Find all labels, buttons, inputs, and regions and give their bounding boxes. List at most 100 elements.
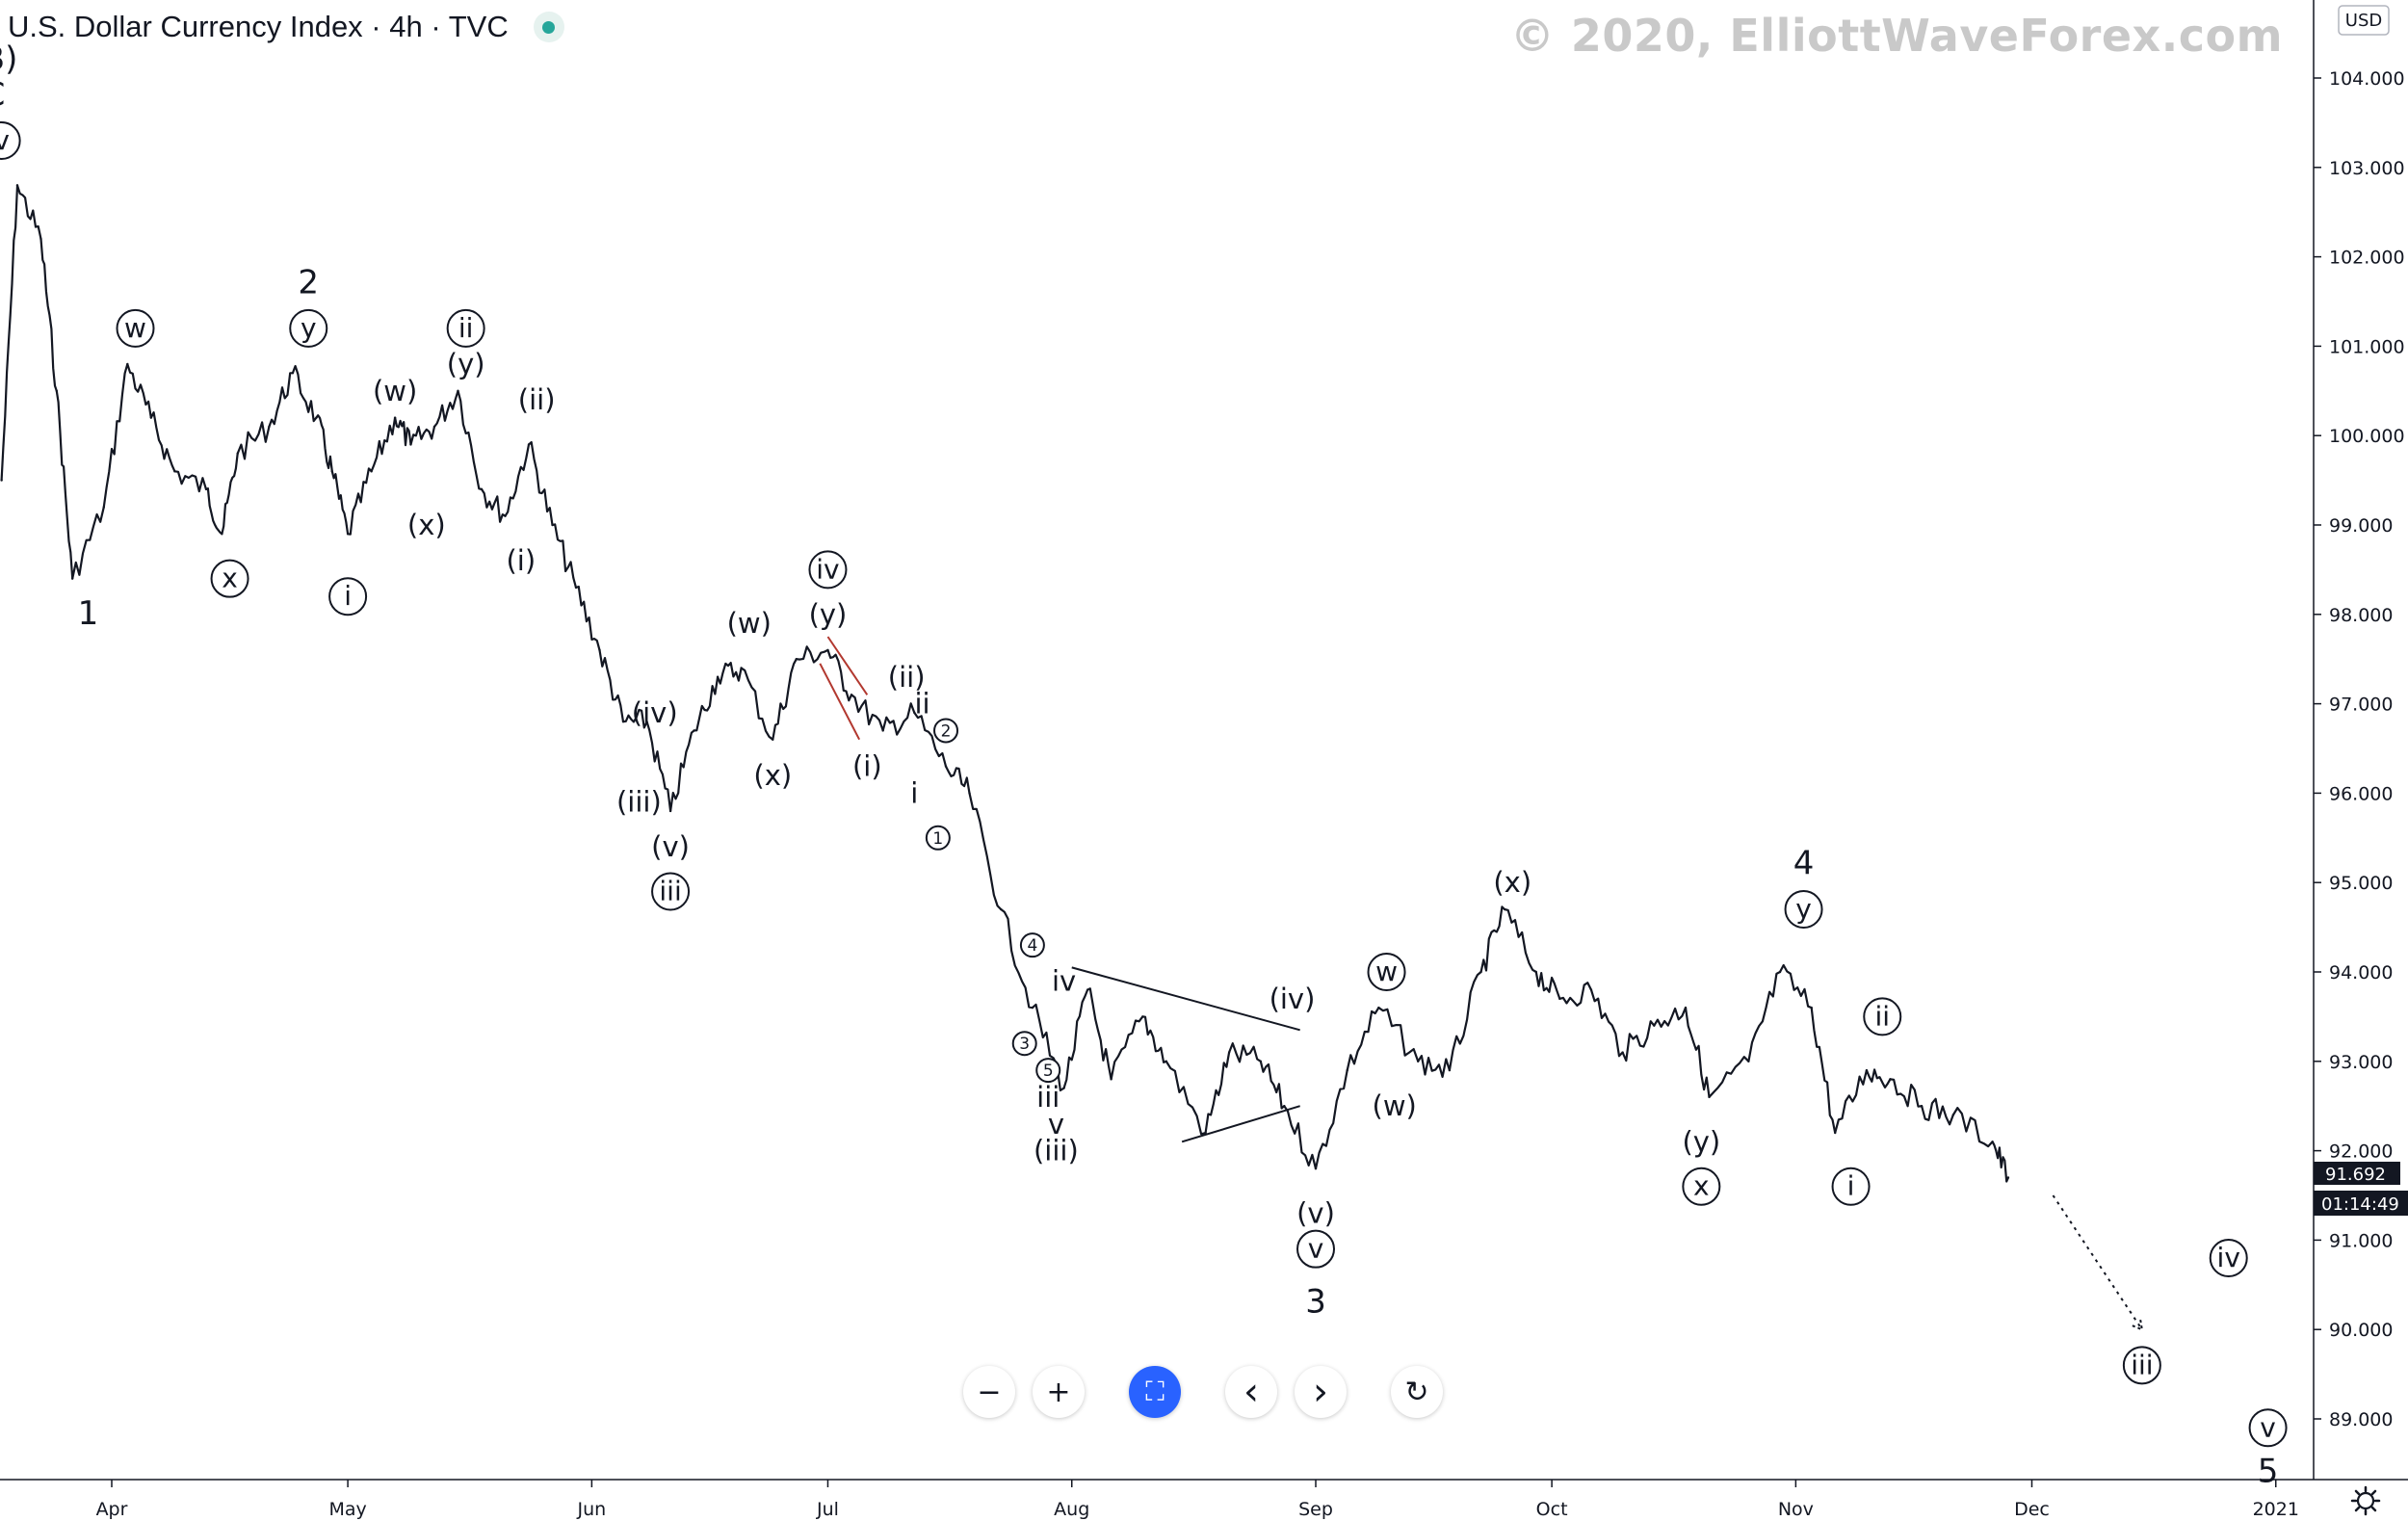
wave-label-circle	[2209, 1238, 2248, 1277]
price-point	[1558, 997, 1561, 1001]
price-point	[1417, 1060, 1420, 1063]
wave-label: (iv)	[632, 696, 678, 729]
price-point	[913, 711, 916, 715]
wave-label: (x)	[1493, 866, 1531, 899]
price-point	[1747, 1060, 1750, 1063]
scroll-left-button[interactable]: ‹	[1225, 1366, 1277, 1418]
wave-label: (i)	[506, 544, 536, 577]
chart-navigation-toolbar: − + ⛶ ‹ › ↻	[0, 1366, 2312, 1420]
wave-label-circle	[289, 308, 328, 348]
price-tick-label: 101.000	[2329, 336, 2405, 357]
price-point	[39, 237, 42, 241]
price-point	[1810, 1006, 1813, 1010]
zoom-out-button[interactable]: −	[963, 1366, 1015, 1418]
wave-label-circle	[2248, 1408, 2288, 1448]
price-axis[interactable]	[2314, 0, 2408, 1521]
trendline	[1181, 1105, 1300, 1143]
market-status-icon[interactable]	[533, 12, 564, 42]
price-point	[1951, 1114, 1954, 1116]
reset-fit-button[interactable]: ⛶	[1129, 1366, 1181, 1418]
scroll-right-button[interactable]: ›	[1295, 1366, 1347, 1418]
price-point	[645, 720, 648, 723]
price-point	[1991, 1141, 1994, 1143]
wave-label: 3	[1019, 1035, 1030, 1054]
price-point	[1684, 1006, 1688, 1010]
price-point	[621, 720, 625, 723]
wave-label: w	[124, 312, 146, 344]
wave-label: iv	[1052, 964, 1076, 997]
time-tick-label: 2021	[2253, 1499, 2299, 1520]
wave-label-circle	[446, 308, 485, 348]
price-point	[126, 362, 129, 366]
price-tick-label: 94.000	[2329, 962, 2393, 983]
trendline	[819, 663, 861, 741]
price-point	[795, 658, 798, 661]
price-point	[236, 452, 239, 455]
symbol-title[interactable]: U.S. Dollar Currency Index · 4h · TVC	[8, 10, 509, 43]
price-point	[268, 425, 271, 429]
price-tick-label: 93.000	[2329, 1052, 2393, 1073]
time-tick-label: Sep	[1298, 1499, 1333, 1520]
price-point	[668, 809, 672, 813]
wave-label-circle	[651, 872, 691, 911]
time-tick-label: Apr	[96, 1499, 128, 1520]
currency-badge: USD	[2345, 11, 2382, 31]
wave-label: 5	[2258, 1453, 2279, 1491]
price-point	[1834, 1131, 1837, 1135]
wave-label-circle	[1863, 997, 1902, 1036]
wave-label: (B)	[0, 39, 17, 78]
wave-label: i	[344, 580, 352, 612]
zoom-in-button[interactable]: +	[1033, 1366, 1085, 1418]
wave-label: ii	[1874, 1000, 1890, 1032]
time-ticks: Apr May Jun Jul Aug Sep Oct Nov Dec 2021	[96, 1480, 2299, 1520]
wave-label: iv	[2217, 1242, 2240, 1273]
reset-chart-button[interactable]: ↻	[1391, 1366, 1443, 1418]
price-tick-label: 92.000	[2329, 1141, 2393, 1163]
wave-label: 4	[1027, 936, 1037, 956]
price-tick-label: 90.000	[2329, 1320, 2393, 1341]
price-tick-label: 104.000	[2329, 68, 2405, 90]
time-tick-label: Nov	[1778, 1499, 1814, 1520]
wave-label: x	[1693, 1170, 1710, 1202]
wave-label: (y)	[447, 348, 485, 380]
price-point	[102, 506, 106, 509]
price-point	[291, 372, 295, 375]
price-point	[1110, 1078, 1112, 1081]
price-point	[409, 443, 412, 446]
price-point	[1314, 1167, 1318, 1170]
currency-badge-box[interactable]	[2338, 5, 2390, 36]
time-tick-label: Oct	[1536, 1499, 1568, 1520]
wave-label: (w)	[1373, 1089, 1417, 1122]
price-tick-label: 97.000	[2329, 695, 2393, 716]
price-point	[1778, 970, 1782, 974]
price-point	[1920, 1105, 1924, 1108]
wave-label: (iii)	[616, 786, 662, 819]
trendline	[826, 636, 869, 695]
price-point	[1062, 1087, 1065, 1089]
chart-header: U.S. Dollar Currency Index · 4h · TVC	[8, 6, 564, 48]
price-point	[716, 675, 720, 678]
wave-label-circle	[933, 718, 959, 744]
wave-label-circle	[1831, 1167, 1871, 1206]
wave-label: i	[1847, 1170, 1855, 1202]
wave-label: y	[1795, 893, 1812, 925]
price-point	[881, 729, 884, 732]
price-point	[1259, 1060, 1263, 1063]
settings-gear-icon[interactable]	[2350, 1485, 2381, 1516]
price-point	[370, 470, 373, 473]
price-point	[1283, 1105, 1286, 1108]
price-point	[1377, 1006, 1380, 1010]
price-point	[527, 443, 531, 446]
price-point	[1503, 907, 1506, 911]
wave-label: 1	[932, 829, 943, 849]
price-point	[1708, 1095, 1711, 1099]
wave-label: 1	[78, 594, 99, 633]
last-price-tag	[2314, 1162, 2400, 1185]
wave-label: v	[1048, 1108, 1064, 1141]
wave-label-circle	[1784, 890, 1823, 930]
price-point	[1086, 988, 1089, 991]
wave-label-circle	[925, 825, 951, 851]
wave-label: (w)	[373, 375, 417, 407]
price-tick-label: 96.000	[2329, 783, 2393, 804]
